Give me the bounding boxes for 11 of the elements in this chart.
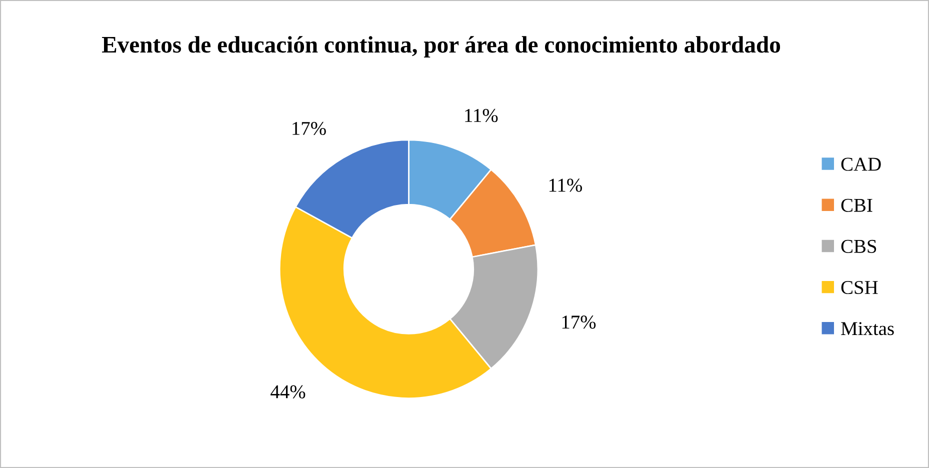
data-label: 17% bbox=[292, 122, 326, 136]
legend-label: CBI bbox=[841, 198, 872, 212]
data-label: 11% bbox=[465, 108, 498, 122]
data-label: 44% bbox=[270, 385, 306, 398]
data-label: 17% bbox=[562, 316, 596, 329]
legend-label: Mixtas bbox=[841, 322, 894, 336]
legend-label: CSH bbox=[841, 280, 878, 294]
data-label: 11% bbox=[549, 178, 582, 192]
chart-title: Eventos de educación continua, por área de conocimiento abordado bbox=[102, 36, 780, 58]
legend-label: CBS bbox=[841, 240, 876, 253]
legend-label: CAD bbox=[841, 158, 881, 171]
